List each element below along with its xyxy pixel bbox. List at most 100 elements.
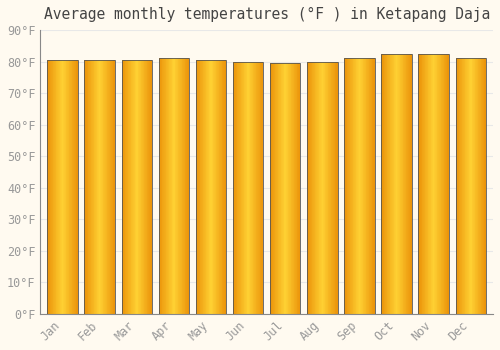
Bar <box>396 54 398 314</box>
Bar <box>76 60 77 314</box>
Bar <box>61 60 62 314</box>
Bar <box>109 60 110 314</box>
Bar <box>310 62 311 314</box>
Bar <box>177 58 178 314</box>
Bar <box>361 58 362 314</box>
Bar <box>201 60 202 314</box>
Bar <box>93 60 94 314</box>
Bar <box>346 58 348 314</box>
Bar <box>50 60 51 314</box>
Bar <box>114 60 115 314</box>
Bar <box>95 60 96 314</box>
Bar <box>130 60 132 314</box>
Bar <box>407 54 408 314</box>
Bar <box>136 60 137 314</box>
Bar <box>461 58 462 314</box>
Bar <box>176 58 177 314</box>
Bar <box>100 60 101 314</box>
Bar <box>468 58 469 314</box>
Bar <box>59 60 60 314</box>
Bar <box>196 60 198 314</box>
Bar <box>318 62 320 314</box>
Bar <box>129 60 130 314</box>
Bar <box>284 63 285 314</box>
Bar <box>322 62 323 314</box>
Bar <box>348 58 349 314</box>
Bar <box>186 58 187 314</box>
Bar <box>200 60 201 314</box>
Bar <box>464 58 466 314</box>
Bar <box>261 62 262 314</box>
Bar <box>404 54 405 314</box>
Bar <box>272 63 273 314</box>
Bar <box>460 58 461 314</box>
Bar <box>419 54 420 314</box>
Bar <box>235 62 236 314</box>
Bar <box>178 58 179 314</box>
Bar <box>248 62 249 314</box>
Bar <box>90 60 92 314</box>
Bar <box>420 54 422 314</box>
Bar <box>364 58 365 314</box>
Bar <box>295 63 296 314</box>
Bar <box>446 54 448 314</box>
Bar <box>234 62 235 314</box>
Bar <box>168 58 170 314</box>
Bar <box>140 60 141 314</box>
Bar <box>367 58 368 314</box>
Bar <box>467 58 468 314</box>
Bar <box>471 58 472 314</box>
Bar <box>183 58 184 314</box>
Bar <box>85 60 86 314</box>
Bar <box>330 62 332 314</box>
Bar <box>388 54 389 314</box>
Bar <box>184 58 186 314</box>
Bar <box>211 60 212 314</box>
Bar <box>122 60 152 314</box>
Bar <box>395 54 396 314</box>
Bar <box>280 63 281 314</box>
Bar <box>354 58 355 314</box>
Bar <box>55 60 56 314</box>
Bar <box>182 58 183 314</box>
Bar <box>179 58 180 314</box>
Bar <box>146 60 148 314</box>
Bar <box>215 60 216 314</box>
Bar <box>473 58 474 314</box>
Bar <box>423 54 424 314</box>
Bar <box>352 58 354 314</box>
Bar <box>133 60 134 314</box>
Bar <box>432 54 433 314</box>
Bar <box>445 54 446 314</box>
Bar <box>362 58 364 314</box>
Bar <box>236 62 238 314</box>
Bar <box>327 62 328 314</box>
Bar <box>329 62 330 314</box>
Bar <box>105 60 106 314</box>
Bar <box>256 62 258 314</box>
Bar <box>65 60 66 314</box>
Bar <box>198 60 199 314</box>
Bar <box>181 58 182 314</box>
Bar <box>456 58 457 314</box>
Bar <box>151 60 152 314</box>
Bar <box>383 54 384 314</box>
Bar <box>448 54 449 314</box>
Bar <box>462 58 463 314</box>
Bar <box>298 63 299 314</box>
Bar <box>108 60 109 314</box>
Bar <box>344 58 374 314</box>
Bar <box>274 63 276 314</box>
Bar <box>217 60 218 314</box>
Bar <box>279 63 280 314</box>
Bar <box>356 58 357 314</box>
Bar <box>457 58 458 314</box>
Bar <box>385 54 386 314</box>
Bar <box>428 54 429 314</box>
Bar <box>321 62 322 314</box>
Bar <box>270 63 300 314</box>
Bar <box>139 60 140 314</box>
Bar <box>299 63 300 314</box>
Bar <box>438 54 439 314</box>
Bar <box>277 63 278 314</box>
